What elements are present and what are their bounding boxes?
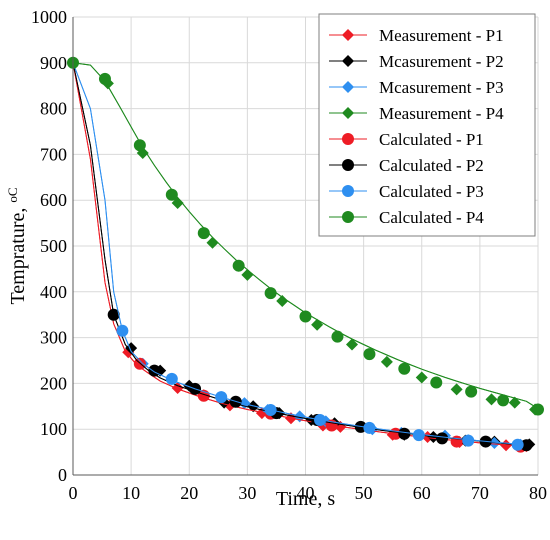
y-tick-label: 300 bbox=[40, 328, 67, 348]
x-tick-label: 80 bbox=[529, 483, 547, 503]
legend-label: Calculated - P2 bbox=[379, 156, 484, 175]
data-point bbox=[380, 355, 393, 368]
legend-entry: Calculated - P4 bbox=[329, 208, 484, 227]
y-tick-label: 100 bbox=[40, 419, 67, 439]
legend-label: Measurement - P1 bbox=[379, 26, 504, 45]
legend-label: Calculated - P3 bbox=[379, 182, 484, 201]
series-line bbox=[72, 62, 521, 445]
legend-label: Mcasurement - P3 bbox=[379, 78, 504, 97]
legend-entry: Calculated - P1 bbox=[329, 130, 484, 149]
data-point bbox=[197, 227, 210, 240]
legend-marker bbox=[342, 159, 354, 171]
data-point bbox=[485, 393, 498, 406]
data-point bbox=[450, 435, 463, 448]
data-point bbox=[511, 438, 524, 451]
data-point bbox=[299, 310, 312, 323]
data-point bbox=[171, 381, 184, 394]
legend-marker bbox=[342, 211, 354, 223]
x-tick-label: 50 bbox=[355, 483, 373, 503]
legend-marker bbox=[342, 133, 354, 145]
series-7 bbox=[72, 62, 524, 451]
data-point bbox=[398, 362, 411, 375]
data-point bbox=[462, 434, 475, 447]
y-tick-label: 500 bbox=[40, 236, 67, 256]
data-point bbox=[264, 287, 277, 300]
data-point bbox=[215, 391, 228, 404]
data-point bbox=[497, 394, 510, 407]
data-point bbox=[450, 383, 463, 396]
data-point bbox=[331, 330, 344, 343]
data-point bbox=[165, 372, 178, 385]
data-point bbox=[116, 324, 129, 337]
data-point bbox=[346, 338, 358, 351]
data-point bbox=[148, 364, 161, 377]
legend: Measurement - P1 Mcasurement - P2 Mcasurem… bbox=[318, 13, 536, 237]
data-point bbox=[314, 414, 327, 427]
legend-label: Measurement - P4 bbox=[379, 104, 504, 123]
x-tick-label: 70 bbox=[471, 483, 489, 503]
x-tick-label: 40 bbox=[297, 483, 315, 503]
y-tick-label: 400 bbox=[40, 282, 67, 302]
legend-entry: Mcasurement - P2 bbox=[329, 52, 504, 71]
data-point bbox=[363, 348, 376, 361]
y-tick-label: 1000 bbox=[31, 7, 67, 27]
y-tick-label: 600 bbox=[40, 190, 67, 210]
data-point bbox=[436, 432, 449, 445]
legend-label: Mcasurement - P2 bbox=[379, 52, 504, 71]
axes: 0 100 200 300 400 500 600 700 800 900 1000 0 10 20 30 4… bbox=[31, 7, 547, 503]
x-tick-label: 30 bbox=[238, 483, 256, 503]
x-tick-label: 0 bbox=[69, 483, 78, 503]
data-point bbox=[354, 420, 367, 433]
data-point bbox=[276, 294, 289, 307]
data-point bbox=[232, 259, 245, 272]
x-tick-label: 10 bbox=[122, 483, 140, 503]
legend-label: Calculated - P1 bbox=[379, 130, 484, 149]
legend-marker bbox=[342, 29, 354, 41]
legend-marker bbox=[342, 81, 354, 93]
legend-marker bbox=[342, 107, 354, 119]
data-point bbox=[363, 421, 376, 434]
data-point bbox=[412, 429, 425, 442]
plot-area bbox=[67, 56, 544, 453]
legend-label: Calculated - P4 bbox=[379, 208, 484, 227]
y-tick-label: 200 bbox=[40, 373, 67, 393]
y-tick-label: 0 bbox=[58, 465, 67, 485]
y-tick-label: 700 bbox=[40, 144, 67, 164]
x-axis-label: Time, s bbox=[276, 488, 336, 510]
x-tick-label: 60 bbox=[413, 483, 431, 503]
legend-marker bbox=[342, 185, 354, 197]
data-point bbox=[415, 371, 428, 384]
y-tick-label: 800 bbox=[40, 99, 67, 119]
legend-marker bbox=[342, 55, 354, 67]
x-tick-label: 20 bbox=[180, 483, 198, 503]
data-point bbox=[398, 427, 411, 440]
legend-entry: Calculated - P2 bbox=[329, 156, 484, 175]
data-point bbox=[520, 439, 533, 452]
legend-box bbox=[318, 13, 536, 237]
data-point bbox=[532, 403, 544, 416]
legend-entry: Measurement - P1 bbox=[329, 26, 504, 45]
data-point bbox=[430, 376, 443, 389]
legend-entry: Calculated - P3 bbox=[329, 182, 484, 201]
data-point bbox=[508, 396, 521, 409]
data-point bbox=[165, 188, 178, 201]
data-point bbox=[98, 72, 111, 85]
y-axis-label: Temprature, oC bbox=[5, 187, 29, 304]
data-point bbox=[465, 385, 478, 398]
legend-entry: Measurement - P4 bbox=[329, 104, 504, 123]
data-point bbox=[264, 403, 277, 416]
y-tick-label: 900 bbox=[40, 53, 67, 73]
data-point bbox=[133, 139, 146, 152]
y-axis-label-unit: oC bbox=[5, 187, 20, 202]
legend-entry: Mcasurement - P3 bbox=[329, 78, 504, 97]
y-axis-label-text: Temprature, bbox=[7, 203, 29, 305]
data-point bbox=[107, 308, 120, 321]
